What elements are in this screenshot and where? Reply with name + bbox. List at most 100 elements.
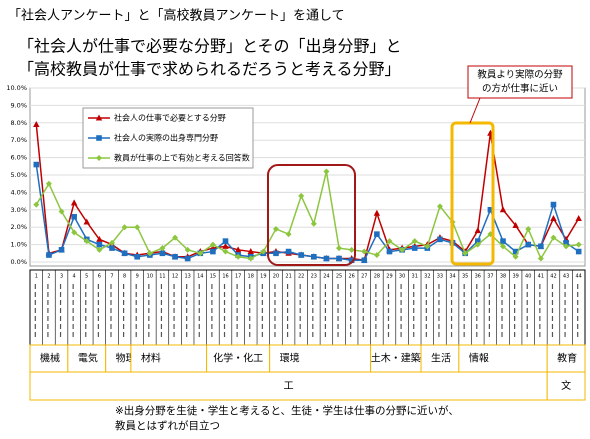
marker bbox=[96, 241, 103, 248]
marker bbox=[323, 255, 330, 262]
marker bbox=[58, 247, 65, 253]
category-label: 25 bbox=[336, 274, 342, 280]
y-tick-label: 8.0% bbox=[10, 119, 27, 127]
marker bbox=[361, 257, 368, 264]
category-label: 22 bbox=[298, 274, 304, 280]
category-label: 1 bbox=[35, 274, 38, 280]
y-tick-label: 3.0% bbox=[10, 206, 27, 214]
category-label: 3 bbox=[60, 274, 63, 280]
marker bbox=[285, 231, 292, 238]
marker bbox=[525, 225, 532, 232]
category-label: 23 bbox=[311, 274, 317, 280]
category-label: 37 bbox=[487, 274, 493, 280]
marker bbox=[46, 252, 52, 258]
marker bbox=[172, 253, 178, 260]
y-tick-label: 0.0% bbox=[10, 258, 27, 266]
group-label: 機械 bbox=[40, 352, 60, 365]
marker bbox=[550, 234, 557, 241]
marker bbox=[108, 239, 115, 246]
category-label: 42 bbox=[550, 274, 556, 280]
category-label: 38 bbox=[500, 274, 506, 280]
category-label: 31 bbox=[412, 274, 418, 280]
group-label: 土木・建築 bbox=[371, 352, 421, 365]
category-label: 6 bbox=[98, 274, 101, 280]
category-label: 26 bbox=[348, 274, 354, 280]
group-label: 教育 bbox=[557, 352, 577, 365]
legend-label: 社会人の実際の出身専門分野 bbox=[114, 133, 218, 143]
marker bbox=[96, 135, 102, 141]
marker bbox=[575, 241, 582, 248]
marker bbox=[71, 213, 77, 220]
category-label: 44 bbox=[576, 274, 582, 280]
marker bbox=[424, 243, 431, 250]
marker bbox=[575, 215, 582, 221]
marker bbox=[33, 161, 40, 168]
marker bbox=[260, 248, 267, 255]
marker bbox=[222, 248, 229, 255]
category-label: 10 bbox=[147, 274, 153, 280]
marker bbox=[96, 235, 103, 242]
marker bbox=[121, 224, 128, 231]
marker bbox=[285, 248, 292, 255]
title-line: 「社会人が仕事で必要な分野」とその「出身分野」と bbox=[18, 37, 402, 56]
marker bbox=[399, 246, 406, 253]
marker bbox=[538, 243, 544, 250]
marker bbox=[197, 250, 204, 257]
marker bbox=[222, 238, 229, 244]
group-cell bbox=[29, 344, 69, 373]
callout-box bbox=[467, 65, 573, 99]
marker bbox=[437, 236, 443, 243]
marker bbox=[172, 234, 179, 241]
legend-label: 教員が仕事の上で有効と考える回答数 bbox=[114, 153, 250, 163]
marker bbox=[550, 201, 557, 208]
footnote: 教員とはずれが目立つ bbox=[115, 419, 220, 432]
y-tick-label: 5.0% bbox=[10, 171, 27, 179]
callout-text: 教員より実際の分野 bbox=[477, 69, 563, 81]
marker bbox=[525, 241, 532, 248]
marker bbox=[374, 231, 380, 237]
marker bbox=[500, 243, 507, 250]
marker bbox=[373, 252, 380, 259]
group-cell bbox=[420, 344, 460, 373]
marker bbox=[474, 238, 481, 244]
marker bbox=[361, 248, 368, 255]
group-cell bbox=[67, 344, 107, 373]
category-label: 15 bbox=[210, 274, 216, 280]
group-label: 電気 bbox=[78, 352, 98, 365]
group-label: 化学・化工 bbox=[213, 352, 263, 365]
marker bbox=[134, 253, 141, 260]
header-line: 「社会人アンケート」と「高校教員アンケート」を通して bbox=[8, 8, 345, 24]
marker bbox=[298, 252, 304, 258]
marker bbox=[311, 253, 317, 260]
marker bbox=[234, 246, 242, 253]
legend-label: 社会人の仕事で必要とする分野 bbox=[114, 113, 226, 123]
y-tick-label: 9.0% bbox=[10, 101, 27, 109]
marker bbox=[310, 220, 317, 227]
category-label: 39 bbox=[512, 274, 518, 280]
marker bbox=[550, 215, 557, 221]
marker bbox=[474, 227, 481, 234]
category-label: 36 bbox=[475, 274, 481, 280]
marker bbox=[146, 250, 153, 257]
category-label: 14 bbox=[197, 274, 203, 280]
marker bbox=[209, 241, 216, 248]
marker bbox=[436, 203, 443, 210]
marker bbox=[58, 208, 65, 215]
marker bbox=[411, 245, 418, 251]
title-line: 「高校教員が仕事で求められるだろうと考える分野」 bbox=[18, 60, 401, 79]
category-label: 12 bbox=[172, 274, 178, 280]
category-label: 19 bbox=[260, 274, 266, 280]
supergroup-label: 工 bbox=[284, 381, 294, 392]
marker bbox=[474, 241, 481, 248]
marker bbox=[563, 240, 569, 246]
category-label: 2 bbox=[47, 274, 50, 280]
category-label: 24 bbox=[323, 274, 329, 280]
y-tick-label: 2.0% bbox=[10, 223, 27, 231]
category-label: 8 bbox=[123, 274, 126, 280]
supergroup-label: 文 bbox=[561, 379, 571, 392]
category-label: 11 bbox=[159, 274, 165, 280]
marker bbox=[33, 201, 40, 208]
marker bbox=[247, 255, 254, 262]
marker bbox=[348, 257, 355, 264]
